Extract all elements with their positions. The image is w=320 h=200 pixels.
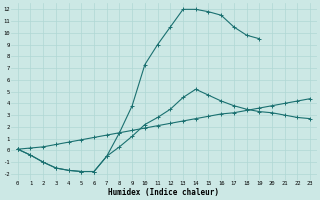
X-axis label: Humidex (Indice chaleur): Humidex (Indice chaleur) [108,188,220,197]
